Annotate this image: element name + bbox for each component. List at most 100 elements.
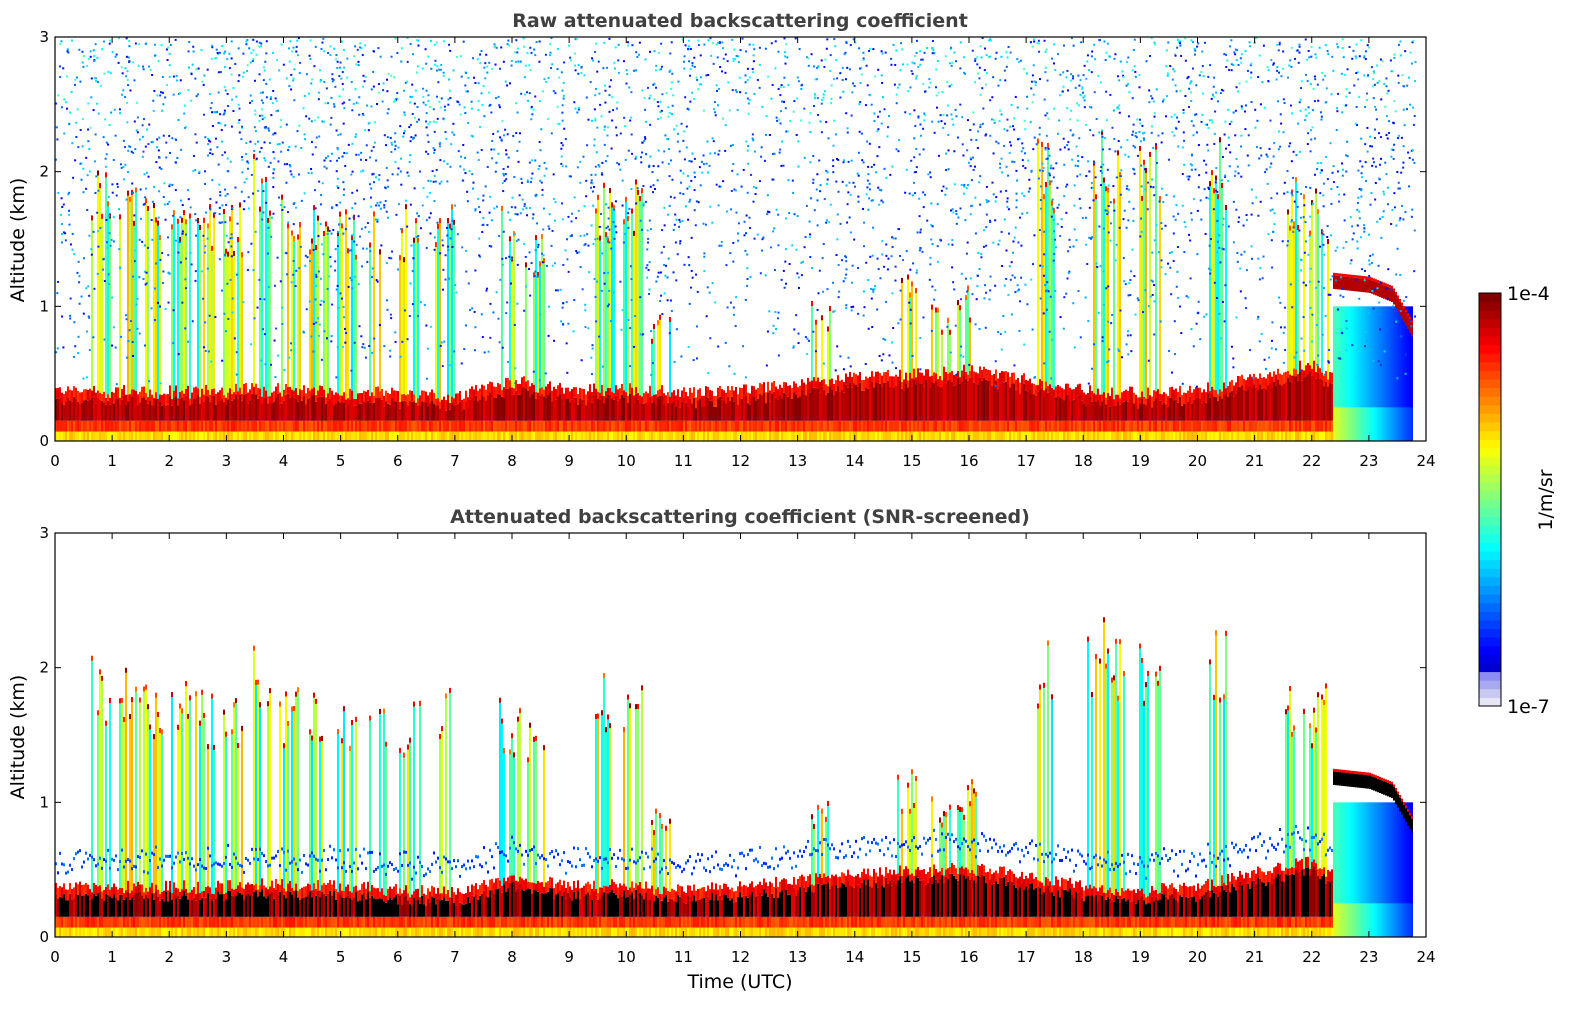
profile-column: [101, 675, 103, 937]
profile-column: [235, 383, 237, 441]
profile-column: [431, 862, 433, 937]
profile-column: [685, 392, 687, 441]
profile-column: [1085, 862, 1087, 937]
profile-column: [317, 215, 319, 441]
profile-column: [1111, 387, 1113, 441]
profile-column: [1131, 854, 1133, 937]
profile-column: [1311, 743, 1313, 937]
profile-column: [419, 700, 421, 937]
profile-column: [261, 178, 263, 441]
profile-column: [1017, 847, 1019, 937]
profile-column: [1109, 868, 1111, 937]
profile-column: [1093, 855, 1095, 937]
profile-column: [319, 736, 321, 937]
profile-column: [1183, 392, 1185, 441]
x-tick-label: 21: [1245, 452, 1264, 470]
profile-column: [1077, 384, 1079, 441]
profile-column: [1167, 858, 1169, 937]
profile-column: [187, 385, 189, 441]
profile-column: [219, 863, 221, 937]
profile-column: [729, 390, 731, 441]
profile-column: [801, 854, 803, 937]
x-tick-label: 4: [279, 452, 289, 470]
profile-column: [809, 853, 811, 937]
panel2-y-label: Altitude (km): [7, 675, 29, 800]
profile-column: [435, 860, 437, 937]
profile-column: [1377, 280, 1379, 441]
profile-column: [1181, 862, 1183, 937]
profile-column: [705, 868, 707, 937]
profile-column: [169, 385, 171, 441]
profile-column: [1029, 842, 1031, 937]
profile-column: [551, 850, 553, 937]
profile-column: [591, 391, 593, 441]
profile-column: [345, 209, 347, 441]
profile-column: [1285, 371, 1287, 441]
profile-column: [273, 856, 275, 937]
x-tick-label: 15: [902, 948, 921, 966]
profile-column: [791, 388, 793, 441]
profile-column: [193, 864, 195, 937]
profile-column: [1337, 769, 1339, 937]
profile-column: [473, 865, 475, 937]
profile-column: [1405, 802, 1407, 937]
profile-column: [615, 865, 617, 937]
x-tick-label: 10: [617, 452, 636, 470]
profile-column: [1075, 863, 1077, 937]
profile-column: [933, 828, 935, 937]
profile-column: [965, 295, 967, 441]
profile-column: [1397, 295, 1399, 441]
profile-column: [247, 392, 249, 441]
profile-column: [161, 394, 163, 441]
profile-column: [401, 863, 403, 937]
profile-column: [1217, 856, 1219, 937]
profile-column: [327, 858, 329, 937]
profile-column: [715, 396, 717, 441]
profile-column: [709, 870, 711, 937]
profile-column: [793, 381, 795, 441]
profile-column: [603, 672, 605, 937]
profile-column: [283, 743, 285, 937]
profile-column: [533, 736, 535, 937]
profile-column: [865, 376, 867, 441]
profile-column: [1195, 874, 1197, 937]
profile-column: [203, 712, 205, 937]
profile-column: [861, 837, 863, 937]
profile-column: [1301, 369, 1303, 441]
x-tick-label: 14: [845, 452, 864, 470]
x-tick-label: 3: [222, 452, 232, 470]
profile-column: [671, 860, 673, 937]
profile-column: [1099, 394, 1101, 441]
profile-column: [1089, 385, 1091, 441]
profile-column: [661, 385, 663, 441]
profile-column: [167, 854, 169, 937]
profile-column: [265, 176, 267, 441]
profile-column: [159, 234, 161, 441]
profile-column: [221, 864, 223, 937]
profile-column: [833, 383, 835, 441]
profile-column: [835, 855, 837, 937]
profile-column: [1251, 837, 1253, 937]
profile-column: [447, 860, 449, 937]
profile-column: [533, 272, 535, 441]
profile-column: [1061, 858, 1063, 937]
profile-column: [391, 863, 393, 937]
profile-column: [607, 714, 609, 937]
profile-column: [415, 871, 417, 937]
x-tick-label: 16: [959, 948, 978, 966]
profile-column: [391, 387, 393, 441]
profile-column: [1381, 281, 1383, 441]
profile-column: [815, 319, 817, 441]
profile-column: [453, 219, 455, 441]
profile-column: [1039, 379, 1041, 441]
profile-column: [781, 387, 783, 441]
profile-column: [1005, 853, 1007, 937]
profile-column: [1299, 360, 1301, 441]
profile-column: [741, 851, 743, 937]
profile-column: [1271, 843, 1273, 937]
profile-column: [121, 388, 123, 441]
profile-column: [1371, 277, 1373, 441]
profile-column: [1409, 306, 1411, 441]
profile-column: [327, 226, 329, 441]
profile-column: [309, 249, 311, 441]
